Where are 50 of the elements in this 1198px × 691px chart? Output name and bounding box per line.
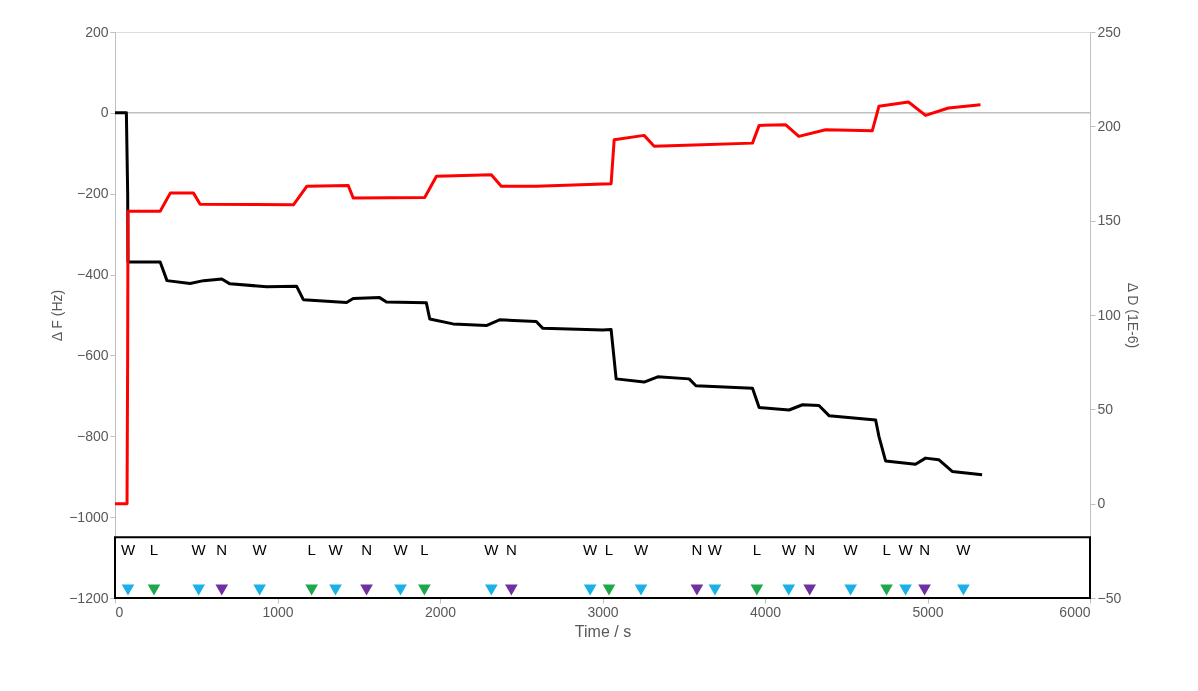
annotation: N xyxy=(691,540,703,558)
y-tick-label: −600 xyxy=(76,346,109,363)
annotation: L xyxy=(752,540,762,558)
annotation: W xyxy=(393,540,409,558)
y-tick-label: −1200 xyxy=(69,589,109,606)
x-tick-label: 2000 xyxy=(424,603,457,620)
annotation: W xyxy=(843,540,859,558)
y-tick-label: −200 xyxy=(76,185,109,202)
annotation: W xyxy=(633,540,649,558)
annotation: L xyxy=(882,540,891,558)
annotation: N xyxy=(804,540,816,558)
annotation: L xyxy=(604,540,614,558)
y-tick-label: −1000 xyxy=(69,508,109,525)
x-axis-title: Time / s xyxy=(574,622,632,640)
y-tick-label: 200 xyxy=(85,23,109,40)
annotation: W xyxy=(252,540,268,558)
y2-tick-label: 100 xyxy=(1097,306,1122,323)
y-tick-label: 0 xyxy=(100,104,109,121)
y2-tick-label: 200 xyxy=(1097,117,1122,134)
annotation: L xyxy=(420,540,429,558)
annotation: W xyxy=(120,540,136,558)
y2-tick-label: 250 xyxy=(1097,23,1122,40)
y2-tick-label: 50 xyxy=(1097,400,1114,417)
x-tick-label: 0 xyxy=(115,603,124,620)
x-tick-label: 4000 xyxy=(749,603,782,620)
annotation: N xyxy=(919,540,930,558)
y2-tick-label: 0 xyxy=(1097,495,1106,512)
x-tick-label: 5000 xyxy=(912,603,944,620)
x-tick-label: 1000 xyxy=(262,603,294,620)
annotation: W xyxy=(956,540,972,558)
annotation: W xyxy=(583,540,599,558)
y2-tick-label: −50 xyxy=(1097,589,1122,606)
y-tick-label: −800 xyxy=(76,427,109,444)
annotation: W xyxy=(707,540,723,558)
y2-tick-label: 150 xyxy=(1097,212,1122,229)
annotation: W xyxy=(781,540,797,558)
annotation: W xyxy=(484,540,500,558)
y-tick-label: −400 xyxy=(76,266,109,283)
annotation: W xyxy=(191,540,207,558)
x-tick-label: 6000 xyxy=(1059,603,1091,620)
annotation: N xyxy=(505,540,517,558)
y2-axis-title: Δ D (1E-6) xyxy=(1125,282,1142,349)
annotation: N xyxy=(216,540,228,558)
x-tick-label: 3000 xyxy=(587,603,619,620)
annotation: L xyxy=(149,540,159,558)
annotation: L xyxy=(307,540,316,558)
annotation: N xyxy=(361,540,372,558)
annotation: W xyxy=(328,540,344,558)
y-axis-title: Δ F (Hz) xyxy=(49,289,66,342)
annotation: W xyxy=(898,540,914,558)
